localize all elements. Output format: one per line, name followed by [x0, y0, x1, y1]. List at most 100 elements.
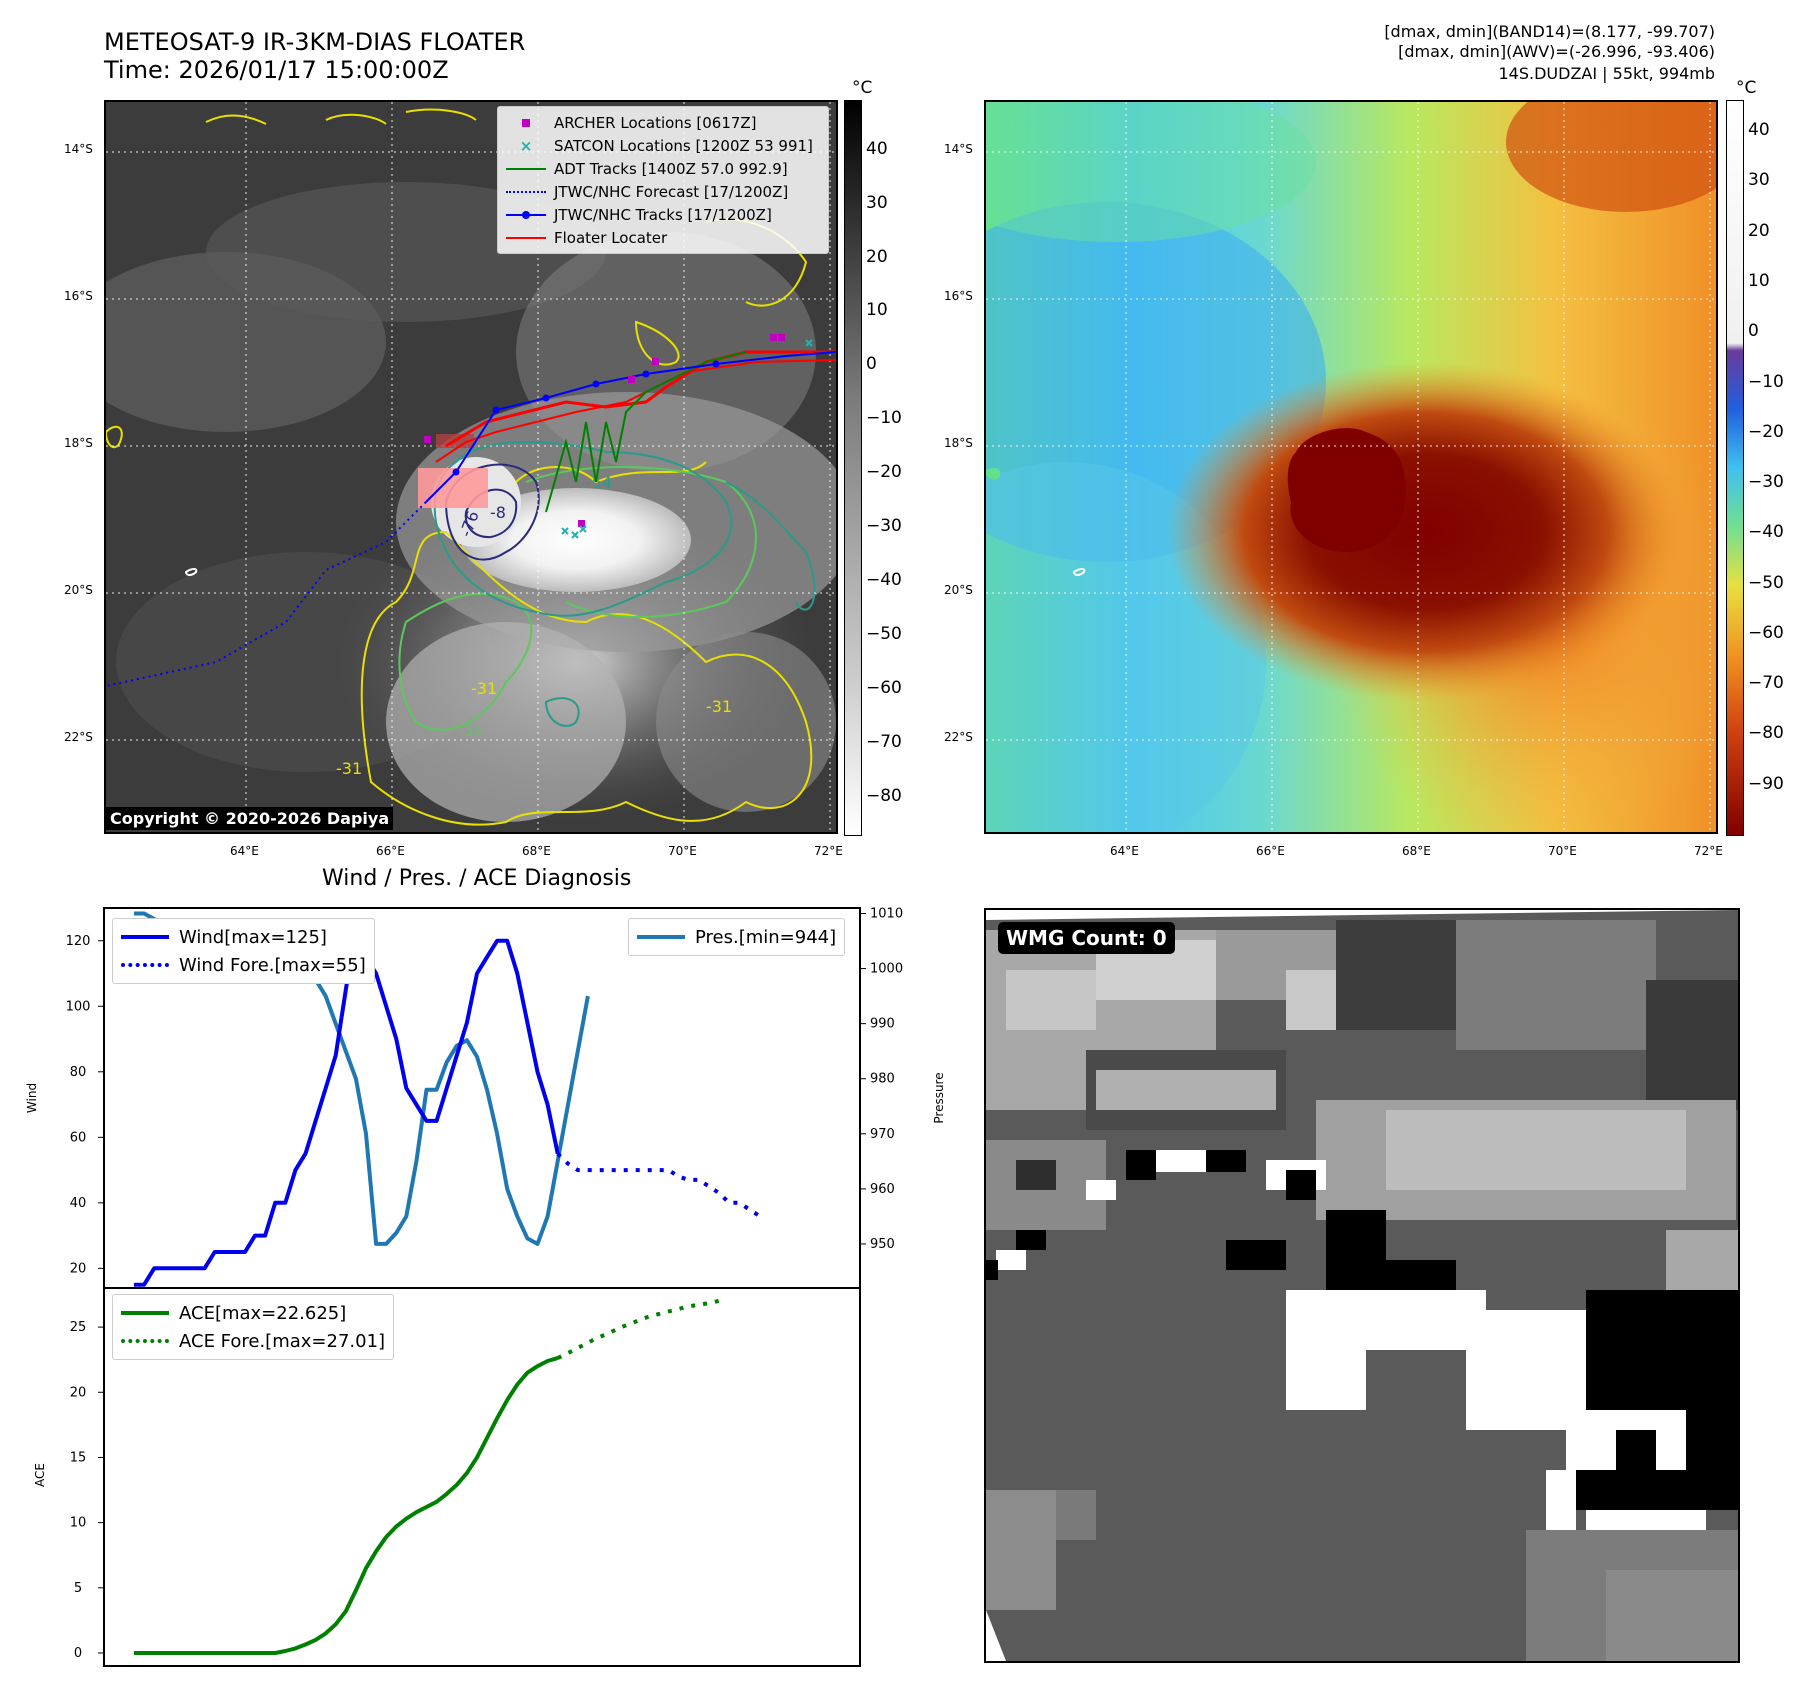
legend-item-ace-forecast: ACE Fore.[max=27.01]: [121, 1327, 385, 1355]
colorbar-unit: °C: [852, 78, 873, 98]
ace-tick-label: 5: [74, 1581, 82, 1596]
wind-tick-label: 100: [66, 999, 91, 1014]
wind-tick-label: 40: [70, 1196, 87, 1211]
lon-label: 68°E: [522, 844, 551, 858]
wind-pressure-axes: 120 100 80 60 40 20 1010 1000 990 980 970 960 950: [66, 907, 903, 1289]
contour-inner: [444, 463, 540, 561]
ir-map-panel[interactable]: -54 -76 -8 -31 -31 -31 -31: [104, 100, 838, 834]
wind-line: [134, 922, 560, 1287]
colorbar-tick: 20: [1748, 220, 1770, 241]
ace-tick-label: 20: [70, 1385, 87, 1400]
lat-label: 14°S: [64, 142, 93, 156]
pressure-tick-label: 990: [870, 1017, 895, 1032]
map-grid: [986, 102, 1716, 832]
jtwc-track-points: [452, 360, 720, 476]
colorbar-tick: −10: [866, 408, 902, 429]
colorbar-tick: −20: [866, 462, 902, 483]
colorbar-tick: 10: [1748, 270, 1770, 291]
lon-label: 66°E: [1256, 844, 1285, 858]
pressure-legend: Pres.[min=944]: [628, 918, 846, 956]
lat-label: 18°S: [64, 436, 93, 450]
archer-points: [424, 334, 785, 527]
lon-label: 70°E: [668, 844, 697, 858]
lon-label: 72°E: [1694, 844, 1723, 858]
legend-item-wind-forecast: Wind Fore.[max=55]: [121, 951, 366, 979]
legend-item-satcon: × SATCON Locations [1200Z 53 991]: [506, 134, 820, 157]
lon-label: 66°E: [376, 844, 405, 858]
awv-range: [dmax, dmin](AWV)=(-26.996, -93.406): [1398, 42, 1715, 61]
satcon-points: [561, 339, 813, 539]
lat-label: 16°S: [944, 289, 973, 303]
pressure-tick-label: 950: [870, 1237, 895, 1252]
legend-item-jtwc-forecast: JTWC/NHC Forecast [17/1200Z]: [506, 180, 820, 203]
dotted-line-icon: [506, 185, 546, 199]
pressure-tick-label: 960: [870, 1182, 895, 1197]
colorbar-tick: −40: [866, 570, 902, 591]
x-marker-icon: ×: [519, 136, 533, 155]
contour-label: -31: [458, 721, 484, 740]
wmg-count-badge: WMG Count: 0: [998, 922, 1175, 954]
pressure-tick-label: 980: [870, 1072, 895, 1087]
colorbar-tick: −20: [1748, 421, 1784, 442]
colorbar-tick: −50: [866, 624, 902, 645]
awv-map-panel[interactable]: [984, 100, 1718, 834]
colorbar-tick: −40: [1748, 522, 1784, 543]
colorbar-tick: −60: [866, 678, 902, 699]
legend-item-floater: Floater Locater: [506, 226, 820, 249]
wind-axis-label: Wind: [25, 1083, 39, 1113]
colorbar-tick: −80: [866, 786, 902, 807]
ace-line: [134, 1356, 559, 1655]
ace-forecast-line: [556, 1298, 720, 1360]
colorbar-tick: −70: [1748, 673, 1784, 694]
floater-track-2: [435, 359, 836, 463]
contour-label: -8: [490, 503, 506, 522]
dotted-line-icon: [121, 963, 169, 967]
wind-tick-label: 20: [70, 1261, 87, 1276]
lon-label: 72°E: [814, 844, 843, 858]
legend-item-wind: Wind[max=125]: [121, 923, 366, 951]
lat-label: 14°S: [944, 142, 973, 156]
ace-tick-label: 0: [74, 1646, 82, 1661]
colorbar-tick: −70: [866, 732, 902, 753]
lon-label: 64°E: [1110, 844, 1139, 858]
line-marker-icon: [506, 162, 546, 176]
contour-label: -31: [336, 759, 362, 778]
line-dot-icon: [506, 208, 546, 222]
wmg-imagery: [986, 910, 1738, 1661]
wind-tick-label: 120: [66, 934, 91, 949]
colorbar-tick: 30: [866, 192, 888, 213]
copyright-label: Copyright © 2020-2026 Dapiya: [106, 807, 394, 830]
colorbar-tick: 0: [866, 354, 877, 375]
storm-info: 14S.DUDZAI | 55kt, 994mb: [1498, 64, 1716, 83]
dotted-line-icon: [121, 1339, 169, 1343]
ace-axes: 25 20 15 10 5 0: [70, 1287, 861, 1667]
lon-label: 64°E: [230, 844, 259, 858]
contour-label: -31: [471, 679, 497, 698]
colorbar-tick: 30: [1748, 170, 1770, 191]
solid-line-icon: [637, 935, 685, 939]
ace-tick-label: 15: [70, 1450, 87, 1465]
legend-item-pressure: Pres.[min=944]: [637, 923, 836, 951]
legend-item-archer: ARCHER Locations [0617Z]: [506, 111, 820, 134]
lon-label: 70°E: [1548, 844, 1577, 858]
chart-title: METEOSAT-9 IR-3KM-DIAS FLOATER: [104, 28, 526, 56]
colorbar-tick: 10: [866, 300, 888, 321]
ace-frame: [103, 1287, 861, 1667]
wmg-panel[interactable]: WMG Count: 0: [984, 908, 1740, 1663]
ace-legend: ACE[max=22.625] ACE Fore.[max=27.01]: [112, 1294, 395, 1360]
solid-line-icon: [121, 1311, 169, 1315]
pressure-tick-label: 1000: [870, 962, 903, 977]
wind-tick-label: 60: [70, 1130, 87, 1145]
colorbar-unit: °C: [1736, 78, 1757, 98]
legend-item-jtwc-tracks: JTWC/NHC Tracks [17/1200Z]: [506, 203, 820, 226]
ace-axis-label: ACE: [33, 1463, 47, 1487]
colorbar-tick: −80: [1748, 723, 1784, 744]
adt-track: [545, 351, 747, 513]
lat-label: 20°S: [64, 583, 93, 597]
awv-colorbar: [1726, 100, 1744, 836]
ace-tick-label: 25: [70, 1320, 87, 1335]
pressure-axis-label: Pressure: [932, 1072, 946, 1123]
lat-label: 22°S: [944, 730, 973, 744]
colorbar-tick: −10: [1748, 371, 1784, 392]
